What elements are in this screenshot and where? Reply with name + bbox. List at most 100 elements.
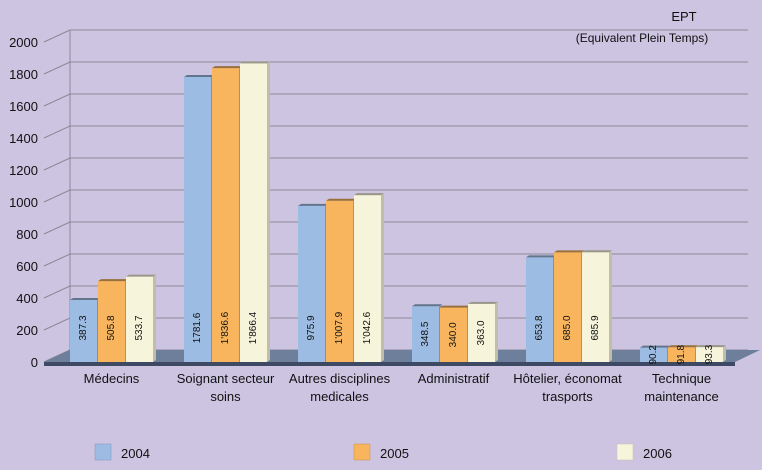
grid-line — [43, 93, 71, 107]
y-tick-label: 400 — [16, 291, 38, 306]
bar-value-label: 348.5 — [420, 321, 431, 346]
legend-swatch — [353, 443, 371, 461]
bar-value-label: 363.0 — [476, 320, 487, 345]
bar: 685.9 — [582, 250, 612, 362]
category-label: Autres disciplines — [289, 371, 391, 386]
floor-front — [44, 362, 735, 366]
bar-side — [495, 301, 498, 362]
bar: 363.0 — [468, 301, 498, 362]
bar-value-label: 387.3 — [78, 315, 89, 340]
bar: 340.0 — [440, 305, 470, 362]
bar-face — [526, 257, 553, 362]
bar-top — [526, 255, 556, 258]
bar-face — [184, 76, 211, 362]
bar: 1'007.9 — [326, 198, 356, 362]
bar-top — [412, 304, 442, 307]
bar-side — [723, 345, 726, 362]
y-tick-label: 600 — [16, 259, 38, 274]
bar: 348.5 — [412, 304, 442, 362]
bar-face — [240, 63, 267, 362]
bar: 91.8 — [668, 344, 698, 364]
bar: 505.8 — [98, 279, 128, 362]
bar-face — [640, 347, 667, 362]
unit-label: EPT — [671, 9, 696, 24]
y-tick-label: 1600 — [9, 99, 38, 114]
category-label: Médecins — [84, 371, 140, 386]
bar: 1'042.6 — [354, 193, 384, 362]
category-label: medicales — [310, 389, 369, 404]
category-label: trasports — [542, 389, 593, 404]
bar-top — [240, 61, 270, 64]
bar-value-label: 1'042.6 — [362, 311, 373, 344]
grid-line — [43, 221, 71, 235]
bar-value-label: 1781.6 — [192, 312, 203, 343]
grid-line — [43, 285, 71, 299]
bars: 387.3 1781.6 975.9 348.5 653.8 90.2 505.8 1'836… — [70, 61, 726, 365]
bar-value-label: 93.3 — [704, 344, 715, 364]
legend-label: 2005 — [380, 446, 409, 461]
bar: 90.2 — [640, 345, 670, 365]
y-tick-label: 1400 — [9, 131, 38, 146]
bar-value-label: 685.0 — [562, 315, 573, 340]
bar: 93.3 — [696, 344, 726, 364]
bar-value-label: 90.2 — [648, 345, 659, 365]
y-tick-label: 0 — [31, 355, 38, 370]
y-tick-label: 200 — [16, 323, 38, 338]
category-label: Technique — [652, 371, 711, 386]
bar-top — [440, 305, 470, 308]
bar: 1781.6 — [184, 74, 214, 362]
bar: 653.8 — [526, 255, 556, 362]
bar-top — [184, 74, 214, 77]
bar-top — [668, 345, 698, 348]
grid-line — [43, 61, 71, 75]
bar-value-label: 1'007.9 — [334, 311, 345, 344]
bar-top — [298, 203, 328, 206]
bar-face — [696, 347, 723, 362]
bar-face — [98, 281, 125, 362]
category-label: Administratif — [418, 371, 490, 386]
bar-value-label: 533.7 — [134, 315, 145, 340]
bar-face — [440, 307, 467, 362]
bar-value-label: 975.9 — [306, 315, 317, 340]
bar: 387.3 — [70, 298, 100, 362]
y-tick-label: 2000 — [9, 35, 38, 50]
y-tick-label: 1800 — [9, 67, 38, 82]
unit-caption: (Equivalent Plein Temps) — [576, 31, 709, 45]
legend-item: 2004 — [94, 443, 150, 461]
legend-label: 2006 — [643, 446, 672, 461]
bar: 1'836.6 — [212, 66, 242, 363]
category-label: Soignant secteur — [177, 371, 275, 386]
grid-line — [43, 125, 71, 139]
grid-line — [43, 189, 71, 203]
y-tick-label: 1200 — [9, 163, 38, 178]
bar-face — [354, 195, 381, 362]
grid-line — [43, 157, 71, 171]
bar-value-label: 505.8 — [106, 315, 117, 340]
bar-top — [98, 279, 128, 282]
category-labels: Médecins Soignant secteur soins Autres disc… — [84, 371, 719, 404]
bar-top — [468, 301, 498, 304]
bar-value-label: 685.9 — [590, 315, 601, 340]
grid-line — [43, 29, 71, 43]
bar-top — [70, 298, 100, 301]
bar-value-label: 1'836.6 — [220, 311, 231, 344]
grid-line — [43, 317, 71, 331]
bar: 1'866.4 — [240, 61, 270, 362]
bar-value-label: 91.8 — [676, 344, 687, 364]
bar-face — [212, 68, 239, 363]
legend-item: 2006 — [616, 443, 672, 461]
bar-face — [554, 252, 581, 362]
bar-face — [668, 347, 695, 362]
bar-top — [354, 193, 384, 196]
bar-side — [267, 61, 270, 362]
legend: 2004 2005 2006 — [94, 443, 672, 461]
category-label: soins — [210, 389, 241, 404]
grid-line — [43, 253, 71, 267]
y-tick-label: 1000 — [9, 195, 38, 210]
bar-side — [153, 274, 156, 362]
category-label: Hôtelier, économat — [513, 371, 622, 386]
bar-face — [582, 252, 609, 362]
bar: 685.0 — [554, 250, 584, 362]
legend-item: 2005 — [353, 443, 409, 461]
